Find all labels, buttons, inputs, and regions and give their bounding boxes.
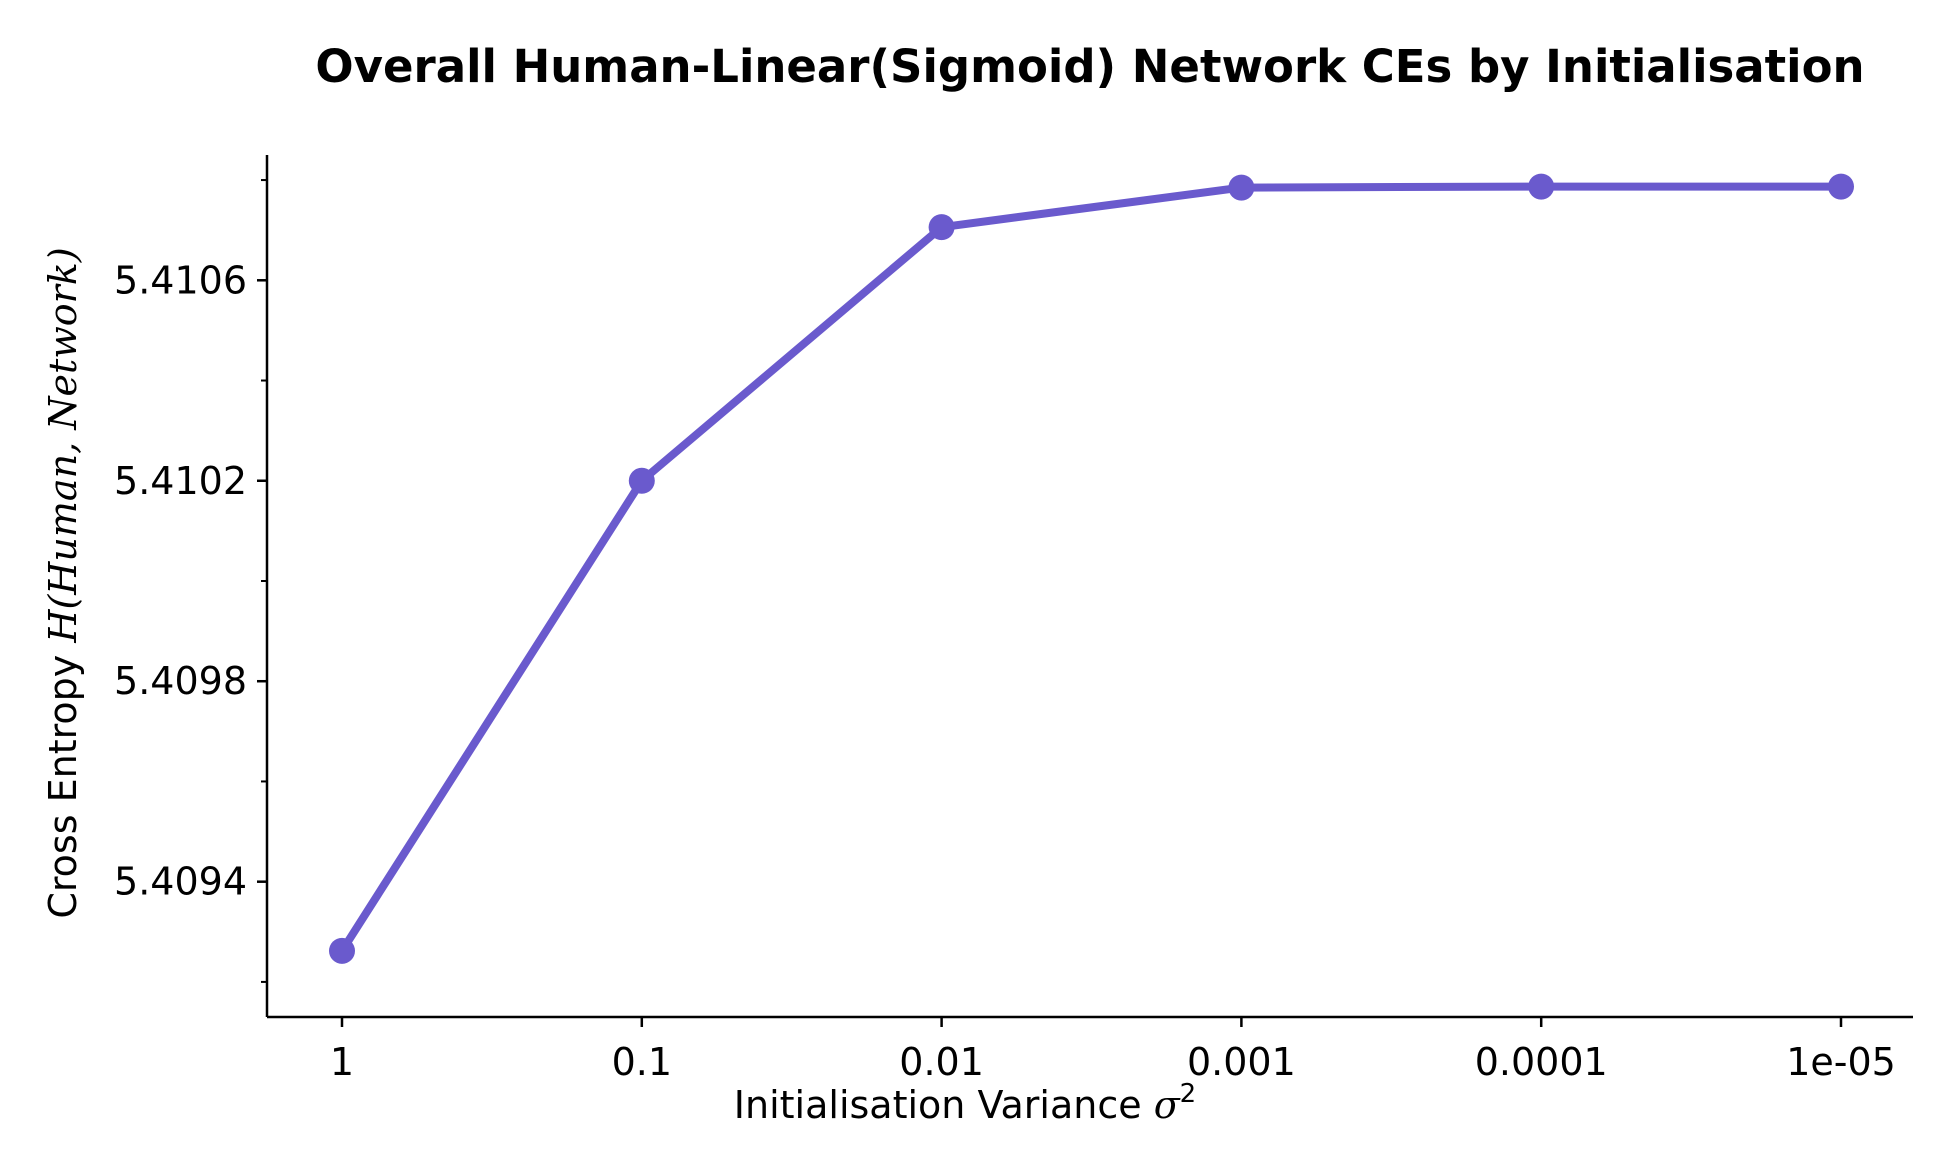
x-tick-label: 1: [330, 1040, 354, 1084]
x-axis-label-text: Initialisation Variance: [734, 1083, 1154, 1127]
y-tick-label: 5.4102: [114, 459, 247, 503]
x-tick-label: 0.01: [899, 1040, 984, 1084]
data-point: [928, 214, 955, 241]
x-tick-label: 1e-05: [1786, 1040, 1896, 1084]
x-axis-label-superscript: 2: [1180, 1079, 1197, 1109]
y-axis-label: Cross Entropy H(Human, Network): [41, 247, 85, 918]
y-axis-label-math: H(Human, Network): [41, 247, 85, 643]
y-tick-label: 5.4098: [114, 659, 247, 703]
y-tick-label: 5.4094: [114, 860, 247, 904]
series-line: [338, 182, 1845, 955]
y-tick-label: 5.4106: [114, 258, 247, 302]
data-point: [1828, 173, 1854, 200]
x-axis-label-symbol: σ: [1154, 1083, 1181, 1127]
x-tick-label: 0.001: [1187, 1040, 1296, 1084]
x-tick-label: 0.1: [612, 1040, 672, 1084]
x-tick-label: 0.0001: [1475, 1040, 1608, 1084]
chart-title: Overall Human-Linear(Sigmoid) Network CE…: [315, 40, 1864, 93]
data-point: [1528, 173, 1555, 200]
data-point: [329, 937, 355, 964]
data-point: [1228, 174, 1255, 201]
svg-text:Cross Entropy H(Human, Network: Cross Entropy H(Human, Network): [41, 247, 85, 918]
plot-area: 5.4094 5.4098 5.4102 5.4106 1 0.1 0.01 0.001 0.0…: [114, 155, 1913, 1084]
x-axis-label: Initialisation Variance σ2: [734, 1079, 1196, 1127]
data-point: [628, 467, 655, 494]
y-axis-label-text: Cross Entropy: [41, 643, 85, 919]
